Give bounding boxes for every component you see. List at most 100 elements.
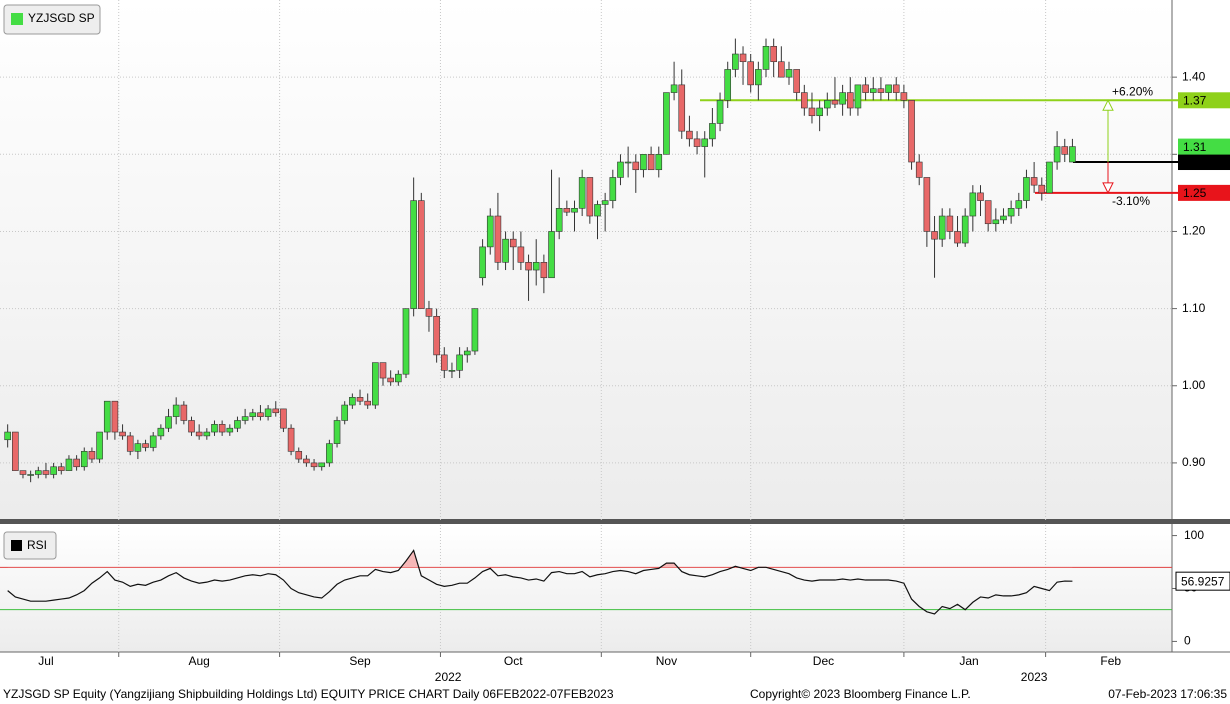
candle-body xyxy=(349,397,356,406)
candle-body xyxy=(555,208,563,232)
candle-body xyxy=(617,161,624,178)
candle-body xyxy=(900,92,908,101)
candle-body xyxy=(218,424,226,433)
y-tick-label: 0.90 xyxy=(1182,455,1206,469)
candle-body xyxy=(402,308,410,375)
candle-body xyxy=(877,88,885,93)
candle-body xyxy=(188,420,195,433)
candle-body xyxy=(931,231,938,240)
arrow-head xyxy=(1102,182,1114,194)
candle-body xyxy=(923,177,931,232)
candle-body xyxy=(1053,146,1061,163)
candle-body xyxy=(165,416,172,429)
candle-body xyxy=(42,470,50,475)
x-tick-label: Feb xyxy=(1100,654,1121,668)
annotation: -3.10% xyxy=(1112,194,1150,208)
candle-body xyxy=(341,404,349,421)
candle-body xyxy=(578,177,586,209)
candle-body xyxy=(356,397,364,402)
candle-body xyxy=(280,408,287,429)
candle-body xyxy=(801,92,808,109)
candle-body xyxy=(425,308,433,317)
candle-body xyxy=(249,412,257,417)
arrow-head xyxy=(1102,99,1114,111)
candle-body xyxy=(19,470,27,475)
candle-body xyxy=(624,161,632,164)
candle-body xyxy=(716,99,724,124)
candle-body xyxy=(831,99,839,105)
candle-body xyxy=(548,231,555,279)
candle-body xyxy=(103,400,111,433)
candle-body xyxy=(494,215,502,263)
candle-body xyxy=(609,177,617,201)
candle-body xyxy=(724,69,732,101)
candle-body xyxy=(96,431,103,460)
candle-body xyxy=(1015,200,1023,209)
level-label: 1.37 xyxy=(1183,93,1207,107)
rsi-line xyxy=(7,549,1073,615)
candle-body xyxy=(839,92,846,105)
candle-body xyxy=(486,215,494,248)
candle-body xyxy=(142,443,149,448)
candle-body xyxy=(693,138,701,147)
candle-body xyxy=(1000,215,1007,221)
candle-body xyxy=(739,53,747,63)
candle-body xyxy=(709,123,716,140)
candle-body xyxy=(395,373,402,383)
candle-body xyxy=(969,192,977,217)
candle-body xyxy=(310,462,318,468)
candle-body xyxy=(647,154,655,171)
last-price-tag xyxy=(1178,138,1230,155)
candle-body xyxy=(509,238,517,248)
candle-body xyxy=(502,238,509,263)
candle-body xyxy=(257,412,264,417)
candle-body xyxy=(65,458,73,471)
y-tick-label: 100 xyxy=(1184,528,1204,542)
candle-body xyxy=(27,474,34,476)
candle-body xyxy=(471,308,479,352)
candle-body xyxy=(770,45,777,63)
x-tick-label: Sep xyxy=(349,654,371,668)
candle-body xyxy=(663,92,670,155)
year-label: 2022 xyxy=(435,670,462,684)
y-tick-label: 1.40 xyxy=(1182,69,1206,83)
candle-body xyxy=(433,316,440,356)
candle-body xyxy=(211,424,218,433)
candle-body xyxy=(655,154,663,171)
x-tick-label: Aug xyxy=(188,654,209,668)
x-tick-label: Oct xyxy=(504,654,523,668)
candle-body xyxy=(1030,177,1038,186)
candle-body xyxy=(793,69,800,93)
candle-body xyxy=(954,231,961,244)
candle-body xyxy=(571,208,578,213)
level-label: 1.25 xyxy=(1183,186,1207,200)
candle-body xyxy=(862,84,869,93)
candle-body xyxy=(318,462,326,468)
candle-body xyxy=(678,84,686,132)
candle-body xyxy=(172,404,180,417)
candle-body xyxy=(946,215,954,232)
legend-swatch xyxy=(11,13,23,25)
candle-body xyxy=(119,431,126,437)
candle-body xyxy=(892,84,900,93)
legend-box xyxy=(3,531,57,560)
candle-body xyxy=(816,107,823,117)
candle-body xyxy=(295,451,303,460)
candle-body xyxy=(632,161,640,171)
candle-body xyxy=(387,377,394,383)
candle-body xyxy=(915,161,923,178)
candle-body xyxy=(846,92,854,109)
legend-label: RSI xyxy=(27,538,47,552)
candle-body xyxy=(195,431,203,437)
candle-body xyxy=(1038,184,1046,194)
y-tick-label: 0 xyxy=(1184,634,1191,648)
candle-body xyxy=(532,262,540,271)
candle-body xyxy=(670,84,678,93)
y-tick-label: 1.10 xyxy=(1182,301,1206,315)
divider xyxy=(0,519,1230,524)
candle-body xyxy=(35,470,42,475)
candle-body xyxy=(448,370,456,372)
last-price-label: 1.31 xyxy=(1183,140,1207,154)
candle-body xyxy=(984,200,992,225)
